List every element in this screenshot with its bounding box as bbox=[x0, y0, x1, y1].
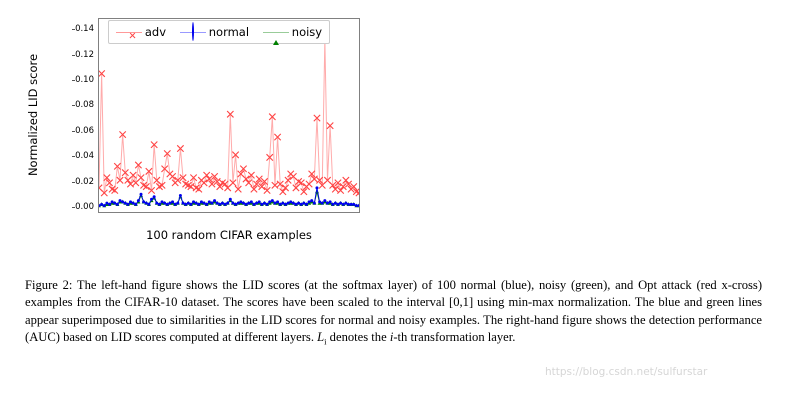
left-chart-panel: Normalized LID score 0.00 0.02 0.04 0.06 0.0… bbox=[0, 0, 400, 262]
left-series-canvas bbox=[99, 35, 359, 208]
figure-caption: Figure 2: The left-hand figure shows the… bbox=[25, 277, 762, 351]
left-chart-legend[interactable]: adv normal noisy bbox=[108, 20, 330, 45]
caption-tail-pre: denotes the bbox=[326, 329, 390, 344]
legend-line-adv bbox=[115, 27, 142, 37]
series-normal bbox=[99, 186, 359, 208]
series-adv bbox=[99, 35, 359, 197]
right-chart-panel: AUC score 0.00.20.40.60.81.0 L0L1L2L3L4L… bbox=[400, 0, 787, 262]
left-y-tick: 0.00 bbox=[71, 202, 94, 212]
left-y-tick: 0.12 bbox=[71, 50, 94, 60]
legend-item-adv[interactable]: adv bbox=[115, 25, 167, 39]
left-y-tick: 0.06 bbox=[71, 126, 94, 136]
legend-label-normal: normal bbox=[208, 25, 250, 39]
left-y-tick: 0.14 bbox=[71, 24, 94, 34]
left-plot-area: 0.00 0.02 0.04 0.06 0.08 0.10 0.12 0.14 bbox=[71, 18, 360, 213]
legend-label-adv: adv bbox=[144, 25, 167, 39]
legend-label-noisy: noisy bbox=[291, 25, 323, 39]
left-y-tick-mark bbox=[71, 206, 76, 208]
csdn-watermark: https://blog.csdn.net/sulfurstar bbox=[545, 366, 708, 378]
left-y-tick: 0.02 bbox=[71, 177, 94, 187]
left-y-tick-mark bbox=[71, 130, 76, 132]
caption-body: The left-hand figure shows the LID score… bbox=[25, 278, 763, 344]
triangle-marker-icon bbox=[272, 23, 279, 45]
circle-marker-icon bbox=[191, 22, 194, 41]
caption-symbol: Li bbox=[317, 329, 327, 347]
caption-label: Figure 2: bbox=[25, 278, 73, 292]
left-y-tick: 0.10 bbox=[71, 75, 94, 85]
legend-item-noisy[interactable]: noisy bbox=[262, 23, 323, 45]
left-x-axis-label: 100 random CIFAR examples bbox=[146, 228, 312, 242]
caption-tail-post: -th transformation layer. bbox=[393, 329, 516, 344]
left-y-tick: 0.04 bbox=[71, 151, 94, 161]
left-y-tick-mark bbox=[71, 79, 76, 81]
left-y-tick-mark bbox=[71, 156, 76, 158]
left-y-tick-mark bbox=[71, 181, 76, 183]
legend-line-noisy bbox=[262, 23, 289, 45]
legend-line-normal bbox=[179, 22, 206, 41]
caption-tail-italic-i: i bbox=[389, 329, 394, 344]
legend-item-normal[interactable]: normal bbox=[179, 22, 250, 41]
left-y-tick-mark bbox=[71, 105, 76, 107]
left-y-tick-mark bbox=[71, 29, 76, 31]
figure-row: Normalized LID score 0.00 0.02 0.04 0.06 0.0… bbox=[0, 0, 787, 262]
left-y-axis-label: Normalized LID score bbox=[26, 53, 40, 177]
left-y-tick-mark bbox=[71, 54, 76, 56]
left-y-tick: 0.08 bbox=[71, 100, 94, 110]
series-noisy bbox=[99, 189, 359, 208]
